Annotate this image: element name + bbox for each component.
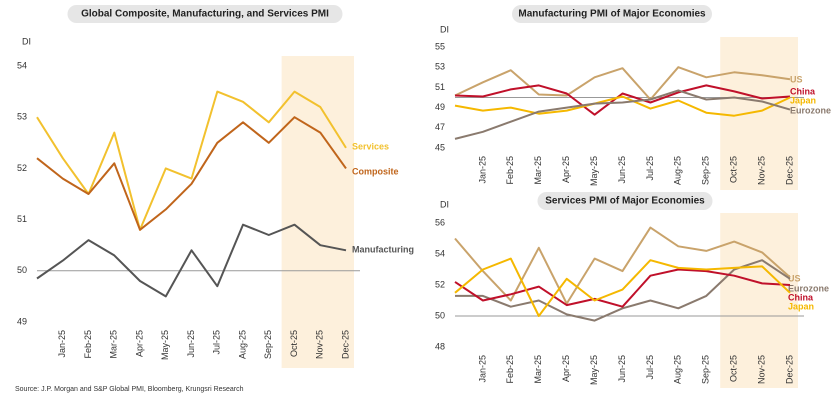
- chart-title: Global Composite, Manufacturing, and Ser…: [81, 9, 329, 20]
- x-tick-label: Dec-25: [340, 330, 350, 359]
- x-tick-label: Jul-25: [212, 330, 222, 355]
- series-label: Manufacturing: [352, 244, 414, 254]
- series-label: Composite: [352, 166, 399, 176]
- chart-title: Services PMI of Major Economies: [545, 196, 705, 207]
- title-pill: [512, 5, 712, 23]
- x-tick-label: Jun-25: [617, 156, 627, 184]
- y-tick-label: 45: [435, 142, 445, 152]
- x-tick-label: Apr-25: [561, 156, 571, 183]
- x-tick-label: Nov-25: [756, 355, 766, 384]
- series-label: Japan: [788, 301, 814, 311]
- x-tick-label: Apr-25: [134, 330, 144, 357]
- y-tick-label: 49: [435, 102, 445, 112]
- chart-title: Manufacturing PMI of Major Economies: [518, 9, 706, 20]
- x-tick-label: Sep-25: [701, 355, 711, 384]
- series-line: [455, 259, 791, 322]
- series-line: [454, 84, 791, 116]
- x-tick-label: Feb-25: [83, 330, 93, 359]
- title-pill: [67, 5, 343, 23]
- x-tick-label: Oct-25: [729, 156, 739, 183]
- series-line: [454, 257, 791, 317]
- y-tick-label: 53: [435, 62, 445, 72]
- x-tick-label: Dec-25: [784, 355, 794, 384]
- x-tick-label: Oct-25: [729, 355, 739, 382]
- series-label: China: [788, 292, 814, 302]
- series-line: [454, 89, 791, 140]
- series-label: Japan: [790, 95, 816, 105]
- series-line: [454, 95, 791, 117]
- series-label: US: [790, 74, 803, 84]
- y-tick-label: 50: [435, 310, 445, 320]
- x-tick-label: May-25: [589, 355, 599, 385]
- series-label: Services: [352, 141, 389, 151]
- x-tick-label: Aug-25: [237, 330, 247, 359]
- x-tick-label: Aug-25: [673, 355, 683, 384]
- x-tick-label: Jun-25: [617, 355, 627, 383]
- x-tick-label: Oct-25: [289, 330, 299, 357]
- x-tick-label: Feb-25: [505, 156, 515, 185]
- x-tick-label: Jul-25: [645, 355, 655, 380]
- y-tick-label: 52: [17, 163, 27, 173]
- x-tick-label: Jun-25: [186, 330, 196, 358]
- x-tick-label: Aug-25: [673, 156, 683, 185]
- series-line: [454, 226, 791, 305]
- y-tick-label: 54: [17, 60, 27, 70]
- x-tick-label: Sep-25: [263, 330, 273, 359]
- x-tick-label: Mar-25: [109, 330, 119, 359]
- y-tick-label: 51: [17, 214, 27, 224]
- x-tick-label: Nov-25: [756, 156, 766, 185]
- y-tick-label: 49: [17, 316, 27, 326]
- series-label: Eurozone: [790, 105, 831, 115]
- x-tick-label: Dec-25: [784, 156, 794, 185]
- y-tick-label: 50: [17, 265, 27, 275]
- highlight-band: [720, 37, 798, 190]
- title-pill: [537, 192, 713, 210]
- series-label: Eurozone: [788, 283, 829, 293]
- y-axis-label: DI: [22, 36, 31, 46]
- y-tick-label: 56: [435, 217, 445, 227]
- highlight-band: [281, 56, 354, 368]
- y-tick-label: 51: [435, 82, 445, 92]
- x-tick-label: Jan-25: [57, 330, 67, 358]
- series-label: China: [790, 86, 816, 96]
- x-tick-label: Jan-25: [477, 156, 487, 184]
- x-tick-label: Sep-25: [701, 156, 711, 185]
- x-tick-label: Feb-25: [505, 355, 515, 384]
- y-axis-label: DI: [440, 199, 449, 209]
- x-tick-label: Jul-25: [645, 156, 655, 181]
- x-tick-label: May-25: [160, 330, 170, 360]
- y-tick-label: 48: [435, 341, 445, 351]
- x-tick-label: Nov-25: [315, 330, 325, 359]
- y-tick-label: 52: [435, 279, 445, 289]
- series-label: US: [788, 273, 801, 283]
- y-tick-label: 47: [435, 122, 445, 132]
- y-tick-label: 55: [435, 41, 445, 51]
- series-line: [36, 223, 347, 298]
- source-note: Source: J.P. Morgan and S&P Global PMI, …: [15, 386, 244, 393]
- x-tick-label: Mar-25: [533, 355, 543, 384]
- series-line: [454, 66, 791, 101]
- series-line: [36, 116, 347, 231]
- x-tick-label: May-25: [589, 156, 599, 186]
- y-tick-label: 54: [435, 248, 445, 258]
- y-tick-label: 53: [17, 112, 27, 122]
- y-axis-label: DI: [440, 24, 449, 34]
- x-tick-label: Apr-25: [561, 355, 571, 382]
- x-tick-label: Mar-25: [533, 156, 543, 185]
- x-tick-label: Jan-25: [477, 355, 487, 383]
- series-line: [454, 268, 791, 308]
